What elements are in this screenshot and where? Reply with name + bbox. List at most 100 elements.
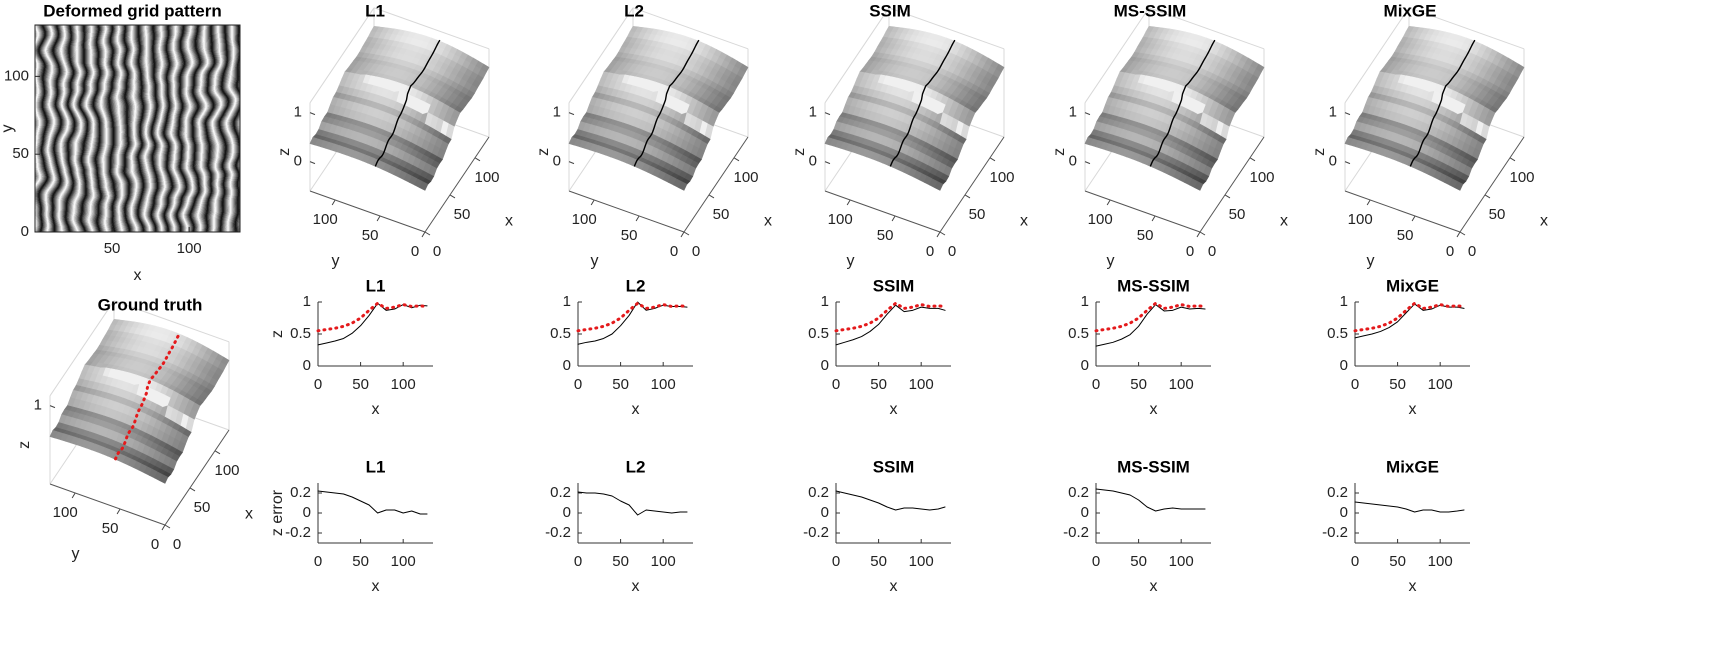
x-tick-label: 50 [1229, 206, 1246, 223]
x-tick [164, 524, 171, 529]
y-tick-label: 0 [1446, 243, 1454, 260]
x-tick-label: 50 [612, 553, 629, 570]
y-tick-label: 100 [53, 504, 78, 521]
y-tick-label: 50 [362, 227, 379, 244]
profile-line [1149, 39, 1216, 167]
x-tick-label: 100 [909, 376, 934, 393]
y-axis-label: y [72, 546, 80, 563]
x-tick-label: 100 [177, 240, 202, 257]
y-tick-label: -0.2 [1322, 524, 1348, 541]
x-axis-label: x [632, 578, 640, 595]
chart-title: MS-SSIM [1117, 276, 1190, 295]
z-tick-label: 1 [809, 104, 817, 121]
y-tick-label: 50 [877, 227, 894, 244]
surface-patch [419, 181, 429, 191]
y-tick-label: 50 [102, 520, 119, 537]
y-tick-label: 0 [821, 357, 829, 374]
x-tick-label: 100 [1169, 376, 1194, 393]
y-tick-label: 0 [303, 357, 311, 374]
x-tick-label: 50 [104, 240, 121, 257]
y-tick-label: 0 [21, 223, 29, 240]
chart-title: MixGE [1386, 457, 1439, 476]
x-tick [989, 157, 996, 162]
x-tick-label: 0 [574, 376, 582, 393]
y-tick [1366, 199, 1371, 206]
y-tick-label: 100 [313, 211, 338, 228]
x-tick-label: 100 [651, 553, 676, 570]
x-tick [1484, 194, 1491, 199]
surface-patch [934, 181, 944, 191]
y-tick-label: 50 [621, 227, 638, 244]
deformed-stripes [35, 25, 240, 232]
surface-patch [678, 181, 688, 191]
x-axis-label: x [890, 401, 898, 418]
y-tick-label: 1 [1340, 293, 1348, 310]
chart-title: L2 [626, 276, 646, 295]
estimate-line [577, 491, 688, 516]
estimate-line [317, 490, 428, 515]
x-tick-label: 50 [352, 376, 369, 393]
chart-title: SSIM [873, 276, 915, 295]
x-axis-label: x [890, 578, 898, 595]
x-tick-label: 50 [352, 553, 369, 570]
estimate-line [835, 304, 946, 346]
chart-title: L1 [365, 1, 385, 20]
y-tick-label: 0 [563, 504, 571, 521]
y-tick-label: 0 [1081, 357, 1089, 374]
y-tick [936, 231, 941, 238]
chart-title: MS-SSIM [1114, 1, 1187, 20]
y-tick-label: 50 [1137, 227, 1154, 244]
y-tick-label: 100 [828, 211, 853, 228]
y-tick-label: 0 [821, 504, 829, 521]
y-axis-label: y [591, 253, 599, 270]
chart-title: MS-SSIM [1117, 457, 1190, 476]
axis-line [1084, 190, 1201, 233]
z-tick [309, 161, 316, 165]
reference-line [316, 301, 429, 333]
y-tick-label: 50 [1397, 227, 1414, 244]
x-tick-label: 0 [1092, 376, 1100, 393]
box-edge [1148, 7, 1265, 50]
z-axis-label: z [1051, 148, 1068, 156]
z-tick-label: 0 [553, 153, 561, 170]
chart-title: SSIM [873, 457, 915, 476]
z-axis-label: z [16, 441, 33, 449]
z-tick-label: 1 [34, 397, 42, 414]
axis-line [1344, 190, 1461, 233]
x-tick-label: 0 [692, 243, 700, 260]
chart-title: MixGE [1384, 1, 1437, 20]
y-tick-label: 100 [1348, 211, 1373, 228]
y-axis-label: y [1107, 253, 1115, 270]
y-tick [421, 231, 426, 238]
x-tick [214, 450, 221, 455]
chart-title: Ground truth [98, 295, 203, 314]
y-tick [1411, 215, 1416, 222]
x-tick-label: 0 [832, 376, 840, 393]
x-tick-label: 50 [969, 206, 986, 223]
x-tick-label: 0 [1468, 243, 1476, 260]
y-tick [1106, 199, 1111, 206]
x-axis-label: x [1280, 213, 1288, 230]
x-tick-label: 100 [651, 376, 676, 393]
x-tick [1509, 157, 1516, 162]
x-tick-label: 50 [713, 206, 730, 223]
x-tick [1199, 231, 1206, 236]
z-tick-label: 0 [1329, 153, 1337, 170]
z-axis-label: z [791, 148, 808, 156]
y-tick-label: 0 [151, 536, 159, 553]
x-tick-label: 100 [391, 376, 416, 393]
x-axis-label: x [1020, 213, 1028, 230]
box-edge [568, 7, 634, 104]
axis-line [683, 136, 749, 233]
x-tick [733, 157, 740, 162]
y-axis-label: z error [269, 489, 286, 536]
box-edge [113, 300, 230, 343]
y-tick-label: 1 [821, 293, 829, 310]
z-axis-label: z [1311, 148, 1328, 156]
estimate-line [1354, 501, 1465, 513]
x-axis-label: x [764, 213, 772, 230]
box-edge [632, 7, 749, 50]
z-tick-label: 0 [1069, 153, 1077, 170]
y-tick-label: 0 [1340, 357, 1348, 374]
x-tick-label: 100 [1249, 169, 1274, 186]
